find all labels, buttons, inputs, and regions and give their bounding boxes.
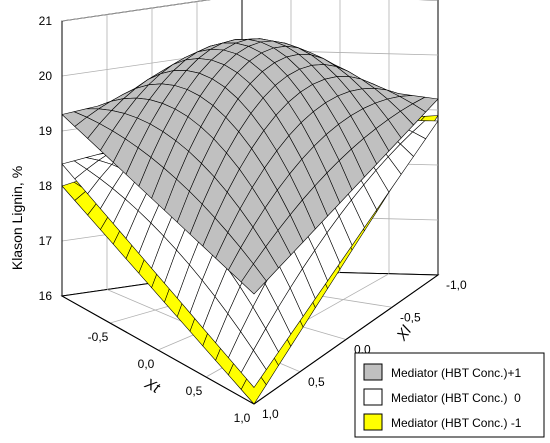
axis-frame — [61, 21, 439, 405]
z-tick-label: 19 — [39, 124, 53, 138]
frame-edge — [61, 295, 255, 405]
legend-label-zero: Mediator (HBT Conc.) 0 — [391, 391, 521, 405]
x-axis-label: Xt — [141, 375, 163, 398]
y-axis-label: Xl — [393, 323, 416, 345]
surface-plus1 — [61, 38, 439, 295]
legend-swatch-minus1 — [363, 413, 383, 431]
z-axis-label: Klason Lignin, % — [9, 166, 25, 270]
x-tick-label: 0,5 — [186, 384, 203, 398]
surface-cell — [240, 349, 267, 388]
tick-labels: -0,50,00,51,0-1,0-0,50,00,51,01617181920… — [39, 14, 467, 425]
z-tick-label: 21 — [39, 14, 53, 28]
y-tick-label: 1,0 — [262, 407, 279, 421]
y-tick-label: -1,0 — [446, 278, 467, 292]
legend: Mediator (HBT Conc.)+1 Mediator (HBT Con… — [354, 352, 545, 438]
frame-edge — [253, 274, 439, 405]
z-tick-label: 16 — [39, 289, 53, 303]
y-tick-label: -0,5 — [400, 310, 421, 324]
z-tick-label: 17 — [39, 234, 53, 248]
z-tick-label: 20 — [39, 69, 53, 83]
legend-swatch-zero — [363, 388, 383, 406]
legend-label-minus1: Mediator (HBT Conc.) -1 — [391, 416, 522, 430]
y-tick-label: 0,5 — [308, 375, 325, 389]
x-tick-label: 1,0 — [234, 411, 251, 425]
z-gridline — [61, 0, 438, 22]
x-tick-label: -0,5 — [88, 330, 109, 344]
z-tick-label: 18 — [39, 179, 53, 193]
legend-label-plus1: Mediator (HBT Conc.)+1 — [391, 366, 521, 380]
legend-box — [354, 352, 545, 438]
surfaces — [61, 38, 439, 405]
x-tick-label: 0,0 — [138, 357, 155, 371]
legend-swatch-plus1 — [363, 363, 383, 381]
surface-cell — [240, 263, 267, 295]
